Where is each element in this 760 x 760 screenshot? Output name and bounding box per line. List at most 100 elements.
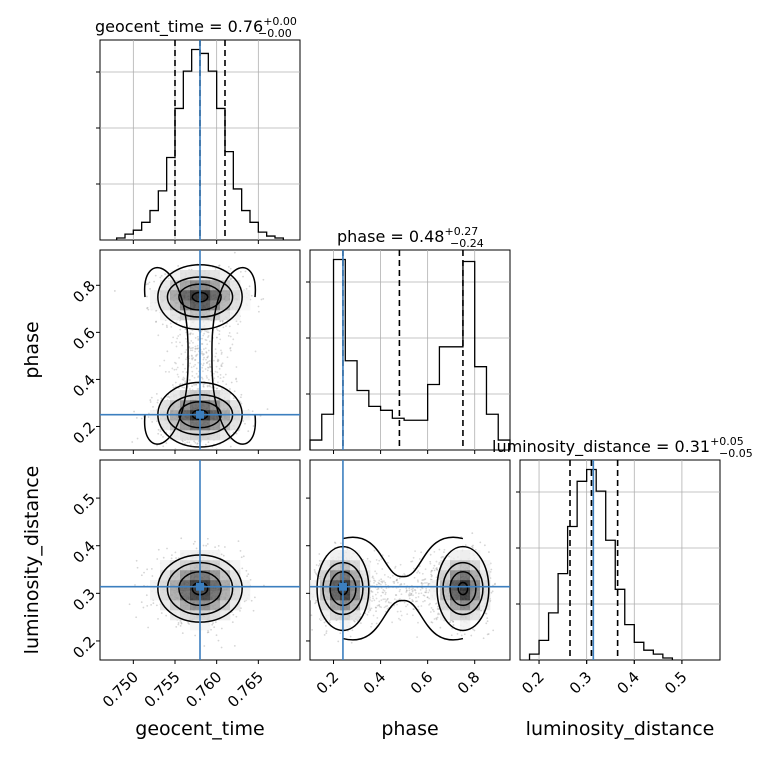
scatter-point (189, 362, 191, 365)
scatter-point (154, 274, 157, 277)
scatter-point (235, 366, 238, 368)
scatter-point (159, 430, 162, 433)
scatter-point (242, 420, 245, 422)
scatter-point (439, 626, 442, 629)
scatter-point (165, 614, 168, 617)
scatter-point (204, 368, 207, 370)
density-cell (190, 590, 201, 601)
scatter-point (471, 546, 474, 549)
scatter-point (200, 352, 203, 355)
scatter-point (220, 364, 222, 367)
density-cell (170, 560, 181, 571)
density-cell (200, 580, 211, 591)
scatter-point (184, 367, 187, 370)
scatter-point (381, 581, 384, 584)
scatter-point (146, 295, 148, 298)
scatter-point (443, 551, 445, 554)
scatter-point (240, 556, 243, 559)
scatter-point (189, 349, 192, 352)
scatter-point (162, 556, 165, 559)
scatter-point (314, 572, 317, 575)
scatter-point (206, 384, 209, 387)
scatter-point (180, 537, 183, 540)
scatter-point (218, 367, 221, 370)
scatter-point (491, 590, 494, 593)
panel-frame-phase-hist (309, 249, 511, 451)
scatter-point (214, 355, 217, 358)
scatter-point (227, 335, 230, 337)
density-cell (160, 580, 171, 591)
scatter-point (350, 641, 353, 644)
density-cell (170, 270, 181, 281)
density-cell (210, 610, 221, 621)
scatter-point (174, 551, 177, 554)
scatter-point (203, 645, 206, 647)
scatter-point (174, 381, 177, 384)
scatter-point (181, 378, 184, 381)
scatter-point (232, 338, 235, 341)
scatter-point (420, 582, 423, 585)
scatter-point (179, 619, 182, 622)
panel-3-density (100, 250, 300, 450)
scatter-point (197, 375, 200, 378)
density-cell (180, 580, 191, 591)
scatter-point (235, 377, 238, 380)
density-cell (200, 570, 211, 581)
scatter-point (237, 323, 239, 326)
scatter-point (215, 352, 218, 355)
scatter-point (229, 445, 232, 448)
scatter-point (232, 613, 235, 616)
scatter-point (488, 551, 490, 553)
scatter-point (438, 563, 440, 565)
scatter-point (421, 587, 424, 590)
density-cell (170, 400, 181, 411)
scatter-point (175, 368, 178, 371)
density-cell (220, 560, 231, 571)
scatter-point (177, 335, 180, 337)
density-cell (200, 560, 211, 571)
scatter-point (239, 270, 242, 273)
scatter-point (429, 560, 432, 563)
scatter-point (136, 566, 139, 569)
density-cell (220, 420, 231, 431)
scatter-point (156, 420, 158, 423)
scatter-point (201, 343, 204, 345)
scatter-point (202, 370, 204, 373)
scatter-point (433, 569, 436, 572)
scatter-point (149, 288, 151, 290)
scatter-point (334, 542, 337, 545)
scatter-point (219, 373, 222, 376)
scatter-point (452, 620, 455, 623)
scatter-point (205, 351, 208, 354)
scatter-point (173, 368, 176, 371)
scatter-point (181, 344, 184, 347)
scatter-point (310, 614, 313, 617)
scatter-point (424, 582, 426, 584)
scatter-point (149, 401, 152, 403)
density-cell (150, 590, 161, 601)
scatter-point (427, 582, 430, 585)
scatter-point (450, 634, 453, 637)
scatter-point (245, 569, 248, 572)
scatter-point (231, 343, 234, 346)
scatter-point (148, 281, 151, 284)
scatter-point (196, 347, 199, 350)
scatter-point (170, 554, 173, 557)
scatter-point (175, 345, 178, 348)
scatter-point (167, 277, 170, 280)
scatter-point (240, 393, 243, 396)
scatter-point (170, 341, 173, 344)
scatter-point (206, 343, 209, 346)
scatter-point (424, 591, 427, 594)
scatter-point (241, 567, 244, 570)
scatter-point (209, 366, 212, 369)
density-cell (190, 270, 201, 281)
density-cell (190, 420, 201, 431)
scatter-point (178, 383, 181, 386)
scatter-point (215, 448, 218, 450)
scatter-point (191, 349, 194, 352)
scatter-point (184, 442, 186, 445)
panel-2-hist (516, 460, 720, 664)
scatter-point (207, 378, 210, 381)
scatter-point (239, 549, 242, 552)
